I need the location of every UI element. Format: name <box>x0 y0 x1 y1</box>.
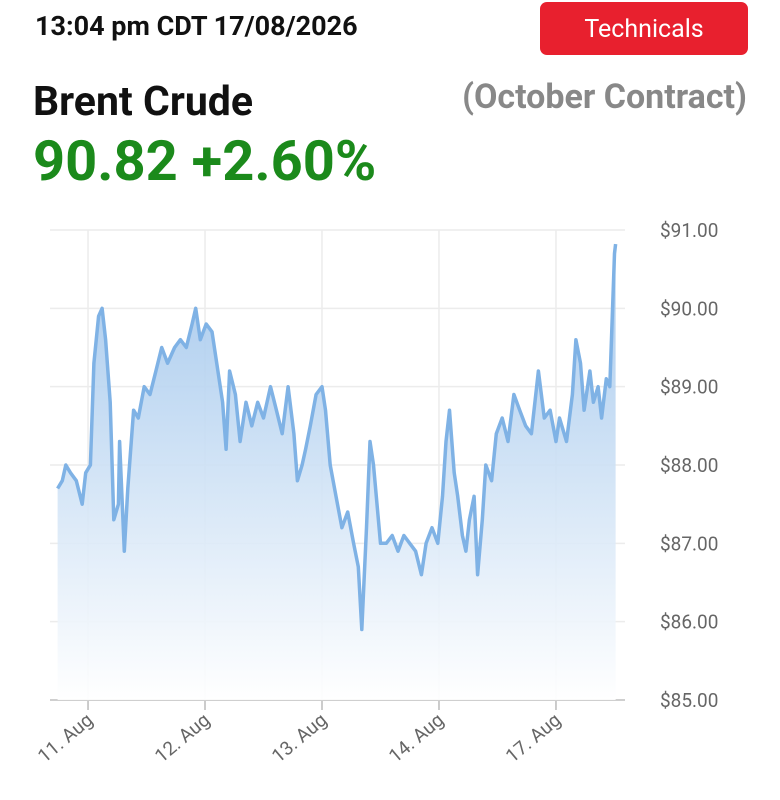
y-tick-label: $89.00 <box>660 376 718 399</box>
quote: 90.82 +2.60% <box>33 128 376 194</box>
y-tick-label: $87.00 <box>660 532 718 555</box>
y-tick-label: $86.00 <box>660 611 718 634</box>
instrument-name: Brent Crude <box>33 78 253 126</box>
x-tick-label: 14. Aug <box>384 708 448 767</box>
chart: $85.00 $86.00 $87.00 $88.00 $89.00 $90.00 $91.… <box>33 219 718 767</box>
price-line <box>56 243 618 632</box>
x-tick-label: 17. Aug <box>501 708 565 767</box>
x-tick-label: 12. Aug <box>150 708 214 767</box>
technicals-button[interactable] <box>540 2 748 55</box>
y-tick-label: $91.00 <box>660 219 718 242</box>
area-fill <box>57 244 616 700</box>
x-tick-label: 11. Aug <box>33 708 97 767</box>
y-tick-label: $88.00 <box>660 454 718 477</box>
y-tick-label: $90.00 <box>660 297 718 320</box>
technicals-label[interactable]: Technicals <box>584 15 703 44</box>
x-tick-label: 13. Aug <box>267 708 331 767</box>
y-tick-label: $85.00 <box>660 689 718 712</box>
timestamp: 13:04 pm CDT 17/08/2026 <box>35 10 358 42</box>
contract: (October Contract) <box>462 77 747 117</box>
